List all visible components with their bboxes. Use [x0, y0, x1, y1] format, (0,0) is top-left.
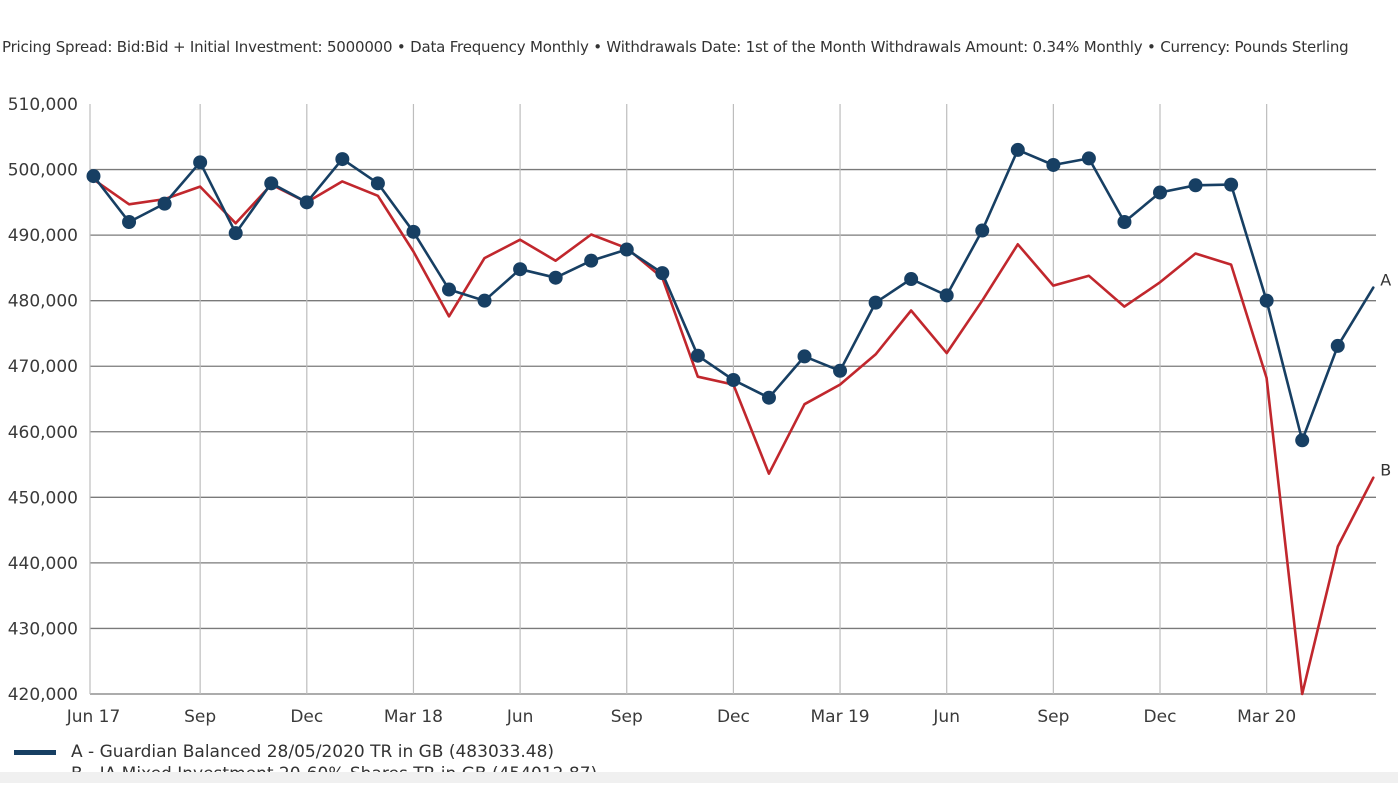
data-point-a — [726, 372, 741, 387]
data-point-a — [619, 242, 634, 257]
legend-label-a: A - Guardian Balanced 28/05/2020 TR in G… — [71, 742, 555, 762]
x-tick-label: Dec — [1144, 707, 1177, 727]
y-tick-label: 470,000 — [8, 357, 78, 377]
data-point-a — [761, 390, 776, 405]
vertical-gridlines — [89, 104, 1268, 694]
legend-swatch-a — [14, 749, 56, 755]
y-tick-label: 440,000 — [8, 554, 78, 574]
x-tick-label: Sep — [611, 707, 643, 727]
x-tick-label: Dec — [290, 707, 323, 727]
y-tick-label: 420,000 — [8, 685, 78, 705]
data-point-a — [228, 226, 243, 241]
data-point-a — [655, 266, 670, 281]
data-point-a — [690, 348, 705, 363]
data-point-a — [797, 349, 812, 364]
data-point-a — [548, 270, 563, 285]
data-point-a — [975, 223, 990, 238]
data-point-a — [939, 288, 954, 303]
x-tick-label: Sep — [1037, 707, 1069, 727]
data-point-a — [833, 363, 848, 378]
y-tick-label: 490,000 — [8, 226, 78, 246]
y-tick-label: 500,000 — [8, 161, 78, 181]
x-tick-label: Jun — [506, 707, 534, 727]
data-point-a — [513, 262, 528, 277]
x-tick-label: Jun — [932, 707, 960, 727]
y-tick-label: 460,000 — [8, 423, 78, 443]
series-end-labels: BA — [1380, 271, 1391, 480]
data-point-a — [264, 176, 279, 191]
data-point-a — [442, 282, 456, 297]
data-point-a — [1117, 215, 1132, 229]
data-point-a — [477, 293, 492, 308]
legend-item-a[interactable]: A - Guardian Balanced 28/05/2020 TR in G… — [14, 741, 597, 763]
series-end-label-b: B — [1380, 461, 1391, 480]
data-point-a — [1081, 151, 1096, 166]
data-point-a — [1224, 177, 1239, 192]
data-point-a — [1259, 293, 1274, 308]
data-point-a — [193, 155, 208, 170]
data-point-a — [299, 195, 314, 210]
data-point-a — [157, 196, 172, 211]
footer-strip — [0, 772, 1398, 783]
x-tick-label: Mar 18 — [384, 707, 443, 727]
x-axis-tick-labels: Jun 17 Sep Dec Mar 18 Jun Sep Dec Mar 19 Jun Sep D… — [66, 707, 1297, 727]
x-tick-label: Mar 20 — [1237, 707, 1296, 727]
data-point-a — [335, 152, 350, 167]
data-point-a — [1295, 433, 1310, 448]
y-axis-tick-labels: 420,000 430,000 440,000 450,000 460,000 470,0… — [8, 95, 78, 705]
x-tick-label: Mar 19 — [810, 707, 869, 727]
data-point-a — [1330, 338, 1345, 353]
y-tick-label: 480,000 — [8, 292, 78, 312]
x-tick-label: Dec — [717, 707, 750, 727]
x-tick-label: Sep — [184, 707, 216, 727]
data-point-a — [868, 295, 883, 310]
data-point-a — [1153, 185, 1167, 200]
chart-subtitle: Pricing Spread: Bid:Bid + Initial Invest… — [2, 38, 1349, 56]
data-point-a — [370, 176, 385, 191]
data-point-a — [86, 169, 101, 184]
y-tick-label: 430,000 — [8, 619, 78, 639]
data-point-a — [1046, 157, 1061, 172]
data-point-a — [584, 253, 599, 268]
x-tick-label: Jun 17 — [66, 707, 121, 727]
data-point-a — [1188, 178, 1203, 193]
data-point-a — [904, 272, 919, 287]
y-tick-label: 450,000 — [8, 488, 78, 508]
data-point-a — [406, 224, 421, 239]
data-point-a — [1010, 142, 1025, 157]
y-tick-label: 510,000 — [8, 95, 78, 115]
series-markers — [86, 142, 1345, 448]
series-end-label-a: A — [1380, 271, 1391, 290]
data-point-a — [122, 215, 137, 229]
